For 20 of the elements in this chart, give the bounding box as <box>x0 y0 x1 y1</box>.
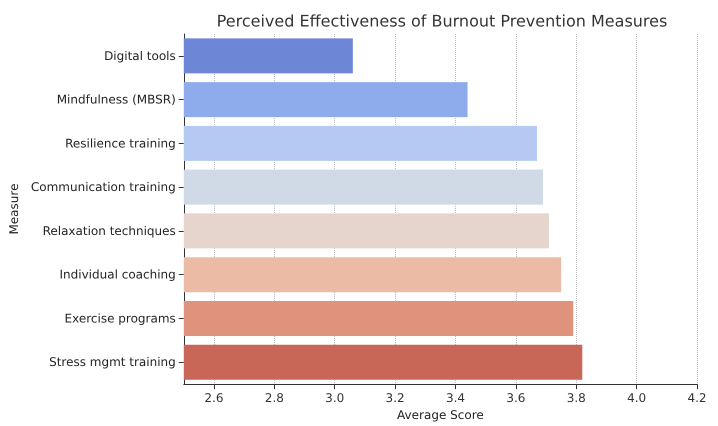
y-tick-label: Stress mgmt training <box>49 355 176 370</box>
x-tick-label: 3.6 <box>506 391 526 406</box>
y-tick-label: Digital tools <box>104 48 176 63</box>
x-tick-label: 4.2 <box>687 391 707 406</box>
x-tick-label: 3.4 <box>446 391 466 406</box>
x-axis-title: Average Score <box>397 408 484 422</box>
y-tick-label: Exercise programs <box>64 311 176 326</box>
y-tick-label: Relaxation techniques <box>42 224 176 238</box>
y-axis-title: Measure <box>7 184 21 235</box>
chart-title: Perceived Effectiveness of Burnout Prevention Measures <box>216 12 668 30</box>
x-tick-label: 2.6 <box>204 391 224 406</box>
x-tick-label: 3.8 <box>566 391 586 406</box>
y-tick-label: Mindfulness (MBSR) <box>56 92 176 107</box>
x-tick-label: 2.8 <box>264 391 284 406</box>
y-tick-label: Resilience training <box>65 136 176 150</box>
y-tick-label: Communication training <box>30 180 176 194</box>
x-tick-label: 3.0 <box>325 391 344 406</box>
x-tick-label: 4.0 <box>627 391 646 406</box>
x-tick-label: 3.2 <box>386 391 405 406</box>
y-tick-label: Individual coaching <box>59 268 176 282</box>
